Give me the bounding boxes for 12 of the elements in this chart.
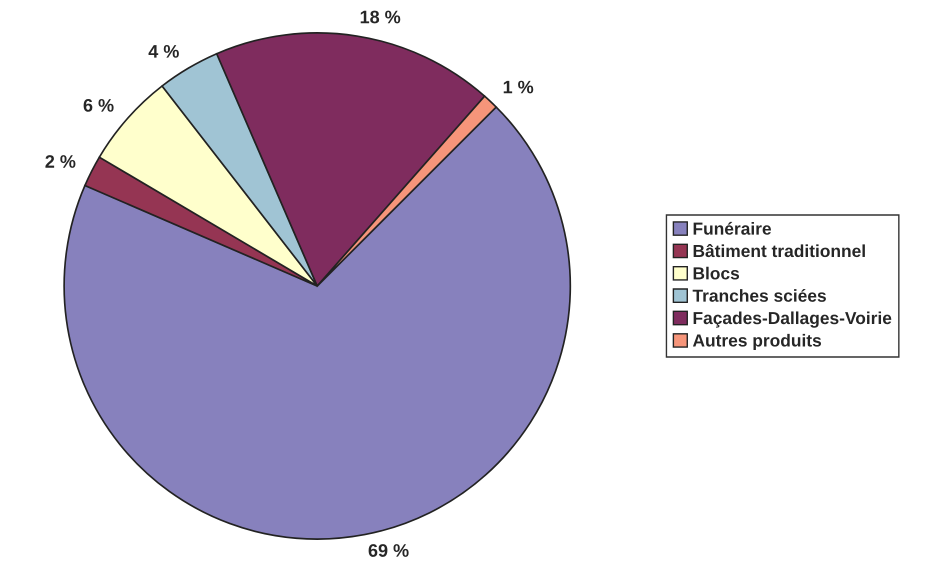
data-label: 2 % bbox=[45, 155, 76, 168]
data-label: 1 % bbox=[504, 80, 534, 94]
data-label: 69 % bbox=[368, 544, 409, 557]
legend-label: Funéraire bbox=[694, 222, 772, 235]
data-label: 6 % bbox=[84, 98, 114, 112]
legend-label: Blocs bbox=[694, 266, 740, 280]
data-label: 4 % bbox=[148, 45, 179, 58]
legend-label: Façades-Dallages-Voirie bbox=[694, 311, 892, 328]
data-label: 18 % bbox=[360, 10, 400, 24]
legend-label: Bâtiment traditionnel bbox=[694, 244, 865, 258]
legend-label: Autres produits bbox=[692, 334, 822, 350]
legend-label: Tranches sciées bbox=[692, 288, 826, 302]
